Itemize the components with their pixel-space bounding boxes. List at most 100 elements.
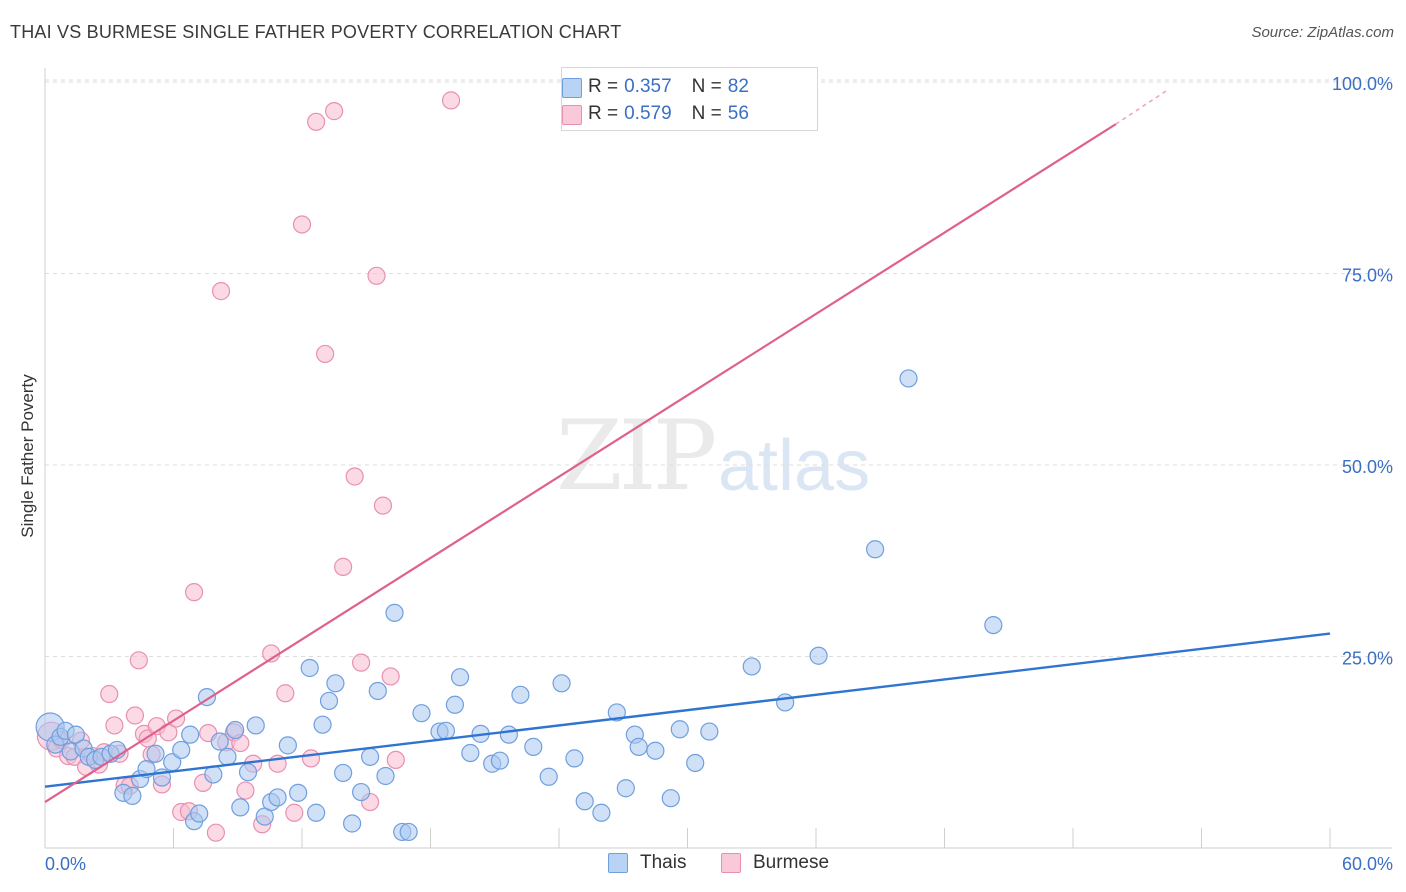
thais-point [231, 798, 250, 817]
thais-point [524, 737, 543, 756]
thais-point [326, 674, 345, 693]
burmese-point [125, 706, 145, 725]
thais-point [313, 715, 332, 734]
thais-point [319, 691, 339, 711]
thais-point [866, 540, 885, 559]
burmese-points [36, 91, 660, 842]
thais-point [123, 786, 142, 806]
thais-point [809, 646, 828, 665]
burmese-swatch [562, 105, 582, 125]
thais-point [742, 657, 761, 676]
thais-point [300, 658, 319, 678]
thais-point [190, 804, 209, 823]
thais-point [899, 369, 918, 388]
thais-point [399, 822, 418, 842]
thais-point [226, 720, 245, 740]
thais-point [450, 668, 470, 687]
grid-lines [45, 79, 1392, 657]
thais-point [361, 747, 380, 766]
thais-point [307, 803, 326, 822]
thais-point [210, 732, 229, 751]
thais-point [146, 744, 165, 763]
thais-r-value: 0.357 [624, 76, 672, 97]
thais-point [700, 722, 719, 741]
thais-point [552, 674, 571, 693]
thais-legend-swatch [608, 853, 628, 873]
legend-item-burmese[interactable]: Burmese [721, 852, 829, 874]
thais-point [368, 681, 387, 701]
thais-point [661, 789, 680, 808]
burmese-trend-line [44, 123, 1117, 803]
thais-swatch [562, 78, 582, 98]
y-tick-label: 100.0% [1332, 74, 1393, 94]
thais-point [238, 763, 258, 782]
x-tick-label-min: 0.0% [45, 854, 86, 874]
thais-point [66, 725, 85, 744]
burmese-point [129, 651, 148, 670]
tick-labels: 25.0% 50.0% 75.0% 100.0% 0.0% 60.0% [45, 74, 1393, 874]
thais-r-label: R = [588, 76, 619, 97]
burmese-point [334, 557, 353, 576]
y-tick-label: 75.0% [1342, 266, 1393, 286]
legend-row-burmese: R = 0.579 N = 56 [562, 102, 749, 126]
thais-point [575, 792, 594, 811]
legend-item-thais[interactable]: Thais [608, 852, 686, 874]
burmese-point [373, 496, 393, 515]
burmese-point [325, 102, 344, 121]
y-tick-label: 50.0% [1342, 457, 1393, 477]
thais-point [607, 703, 626, 722]
burmese-point [301, 749, 321, 768]
thais-point [278, 736, 297, 755]
burmese-point [386, 750, 405, 770]
burmese-point [352, 653, 371, 672]
thais-point [776, 693, 795, 712]
thais-point [686, 753, 705, 773]
thais-point [616, 779, 635, 798]
thais-point [376, 766, 395, 786]
burmese-r-value: 0.579 [624, 103, 672, 124]
thais-point [289, 783, 308, 802]
thais-point [445, 695, 465, 714]
thais-point [565, 749, 584, 768]
thais-point [499, 725, 518, 744]
burmese-n-label: N = [691, 103, 722, 124]
burmese-point [100, 684, 119, 704]
burmese-trend-extension [1115, 90, 1167, 125]
thais-point [490, 751, 509, 770]
burmese-point [381, 667, 400, 686]
watermark-atlas: atlas [718, 426, 871, 506]
burmese-point [367, 266, 386, 285]
burmese-legend-label: Burmese [753, 852, 830, 873]
burmese-point [236, 781, 255, 800]
thais-n-value: 82 [727, 76, 749, 97]
burmese-point [184, 583, 204, 602]
burmese-point [211, 282, 231, 301]
thais-point [181, 725, 200, 744]
burmese-point [307, 112, 326, 131]
burmese-point [206, 823, 226, 842]
thais-point [984, 615, 1003, 635]
burmese-point [316, 344, 335, 364]
thais-n-label: N = [691, 76, 722, 97]
y-tick-label: 25.0% [1342, 649, 1393, 669]
thais-trend-line [44, 632, 1331, 788]
thais-point [172, 740, 191, 760]
trend-lines [44, 90, 1331, 803]
correlation-legend: R = 0.357 N = 82 R = 0.579 N = 56 [561, 67, 818, 131]
thais-point [218, 747, 237, 766]
burmese-legend-swatch [721, 853, 741, 873]
thais-point [436, 721, 456, 740]
thais-legend-label: Thais [640, 852, 687, 873]
thais-point [412, 704, 431, 723]
thais-point [246, 716, 265, 735]
burmese-point [345, 467, 364, 486]
watermark-zip: ZIP [556, 400, 717, 512]
thais-point [385, 603, 404, 622]
burmese-r-label: R = [588, 103, 619, 124]
burmese-point [285, 803, 304, 822]
thais-point [352, 782, 371, 802]
thais-point [343, 814, 362, 833]
thais-point [334, 763, 353, 783]
thais-point [268, 788, 287, 807]
